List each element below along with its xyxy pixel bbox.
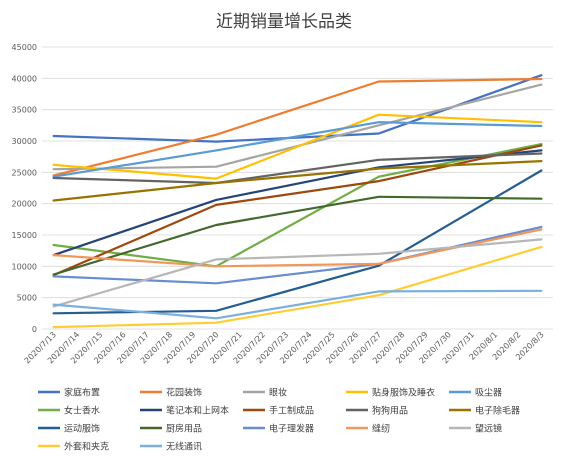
y-tick-label: 5000 <box>17 294 37 303</box>
legend-item: 电子理发器 <box>243 423 314 435</box>
legend-label: 电子理发器 <box>269 423 314 435</box>
y-tick-label: 10000 <box>12 262 37 271</box>
legend-item: 电子除毛器 <box>449 405 520 417</box>
legend-item: 无线通讯 <box>140 441 202 453</box>
legend-item: 贴身服饰及睡衣 <box>346 387 435 399</box>
legend-item: 吸尘器 <box>449 388 502 399</box>
legend-item: 外套和夹克 <box>38 441 109 453</box>
x-axis-ticks: 2020/7/132020/7/142020/7/152020/7/162020… <box>23 330 546 365</box>
y-tick-label: 20000 <box>12 200 37 209</box>
series-lines <box>52 74 543 329</box>
series-line <box>52 238 543 308</box>
legend-item: 女士香水 <box>38 405 100 417</box>
legend-item: 狗狗用品 <box>346 405 408 417</box>
legend-item: 缝纫 <box>346 423 390 435</box>
y-tick-label: 15000 <box>12 231 37 240</box>
y-tick-label: 25000 <box>12 168 37 177</box>
series-line <box>52 289 543 320</box>
legend-label: 望远镜 <box>475 423 502 435</box>
y-tick-label: 40000 <box>12 74 37 83</box>
legend-item: 花园装饰 <box>140 387 202 399</box>
legend-label: 花园装饰 <box>166 387 202 399</box>
legend-label: 眼妆 <box>269 387 287 399</box>
legend-label: 电子除毛器 <box>475 405 520 417</box>
legend-item: 手工制成品 <box>243 405 314 417</box>
y-axis-ticks: 0 5000 10000 15000 20000 25000 30000 35000 40000… <box>12 43 37 334</box>
series-line <box>52 160 543 202</box>
series-line <box>52 225 543 285</box>
legend-label: 家庭布置 <box>64 387 100 399</box>
legend-label: 手工制成品 <box>269 405 314 417</box>
legend-label: 缝纫 <box>372 423 390 435</box>
series-line <box>52 77 543 177</box>
legend-label: 狗狗用品 <box>372 405 408 417</box>
legend-item: 厨房用品 <box>140 423 202 435</box>
legend-label: 女士香水 <box>64 405 100 417</box>
series-line <box>52 144 543 277</box>
legend-label: 外套和夹克 <box>64 441 109 453</box>
legend-label: 吸尘器 <box>475 388 502 399</box>
series-line <box>52 245 543 329</box>
series-line <box>52 113 543 180</box>
series-line <box>52 143 543 268</box>
legend-item: 笔记本和上网本 <box>140 405 229 417</box>
legend-item: 眼妆 <box>243 387 287 399</box>
legend-label: 贴身服饰及睡衣 <box>372 387 435 399</box>
legend-item: 运动服饰 <box>38 423 100 435</box>
series-line <box>52 149 543 257</box>
y-tick-label: 30000 <box>12 137 37 146</box>
legend-item: 家庭布置 <box>38 387 100 399</box>
series-line <box>52 195 543 276</box>
legend-label: 笔记本和上网本 <box>166 405 229 417</box>
chart-title: 近期销量增长品类 <box>216 12 352 32</box>
series-line <box>52 121 543 178</box>
series-line <box>52 152 543 185</box>
y-tick-label: 45000 <box>12 43 37 52</box>
legend-label: 无线通讯 <box>166 441 202 453</box>
legend-item: 望远镜 <box>449 423 502 435</box>
legend-label: 运动服饰 <box>64 423 100 435</box>
y-tick-label: 35000 <box>12 106 37 115</box>
y-tick-label: 0 <box>32 325 37 334</box>
legend-label: 厨房用品 <box>166 423 202 435</box>
